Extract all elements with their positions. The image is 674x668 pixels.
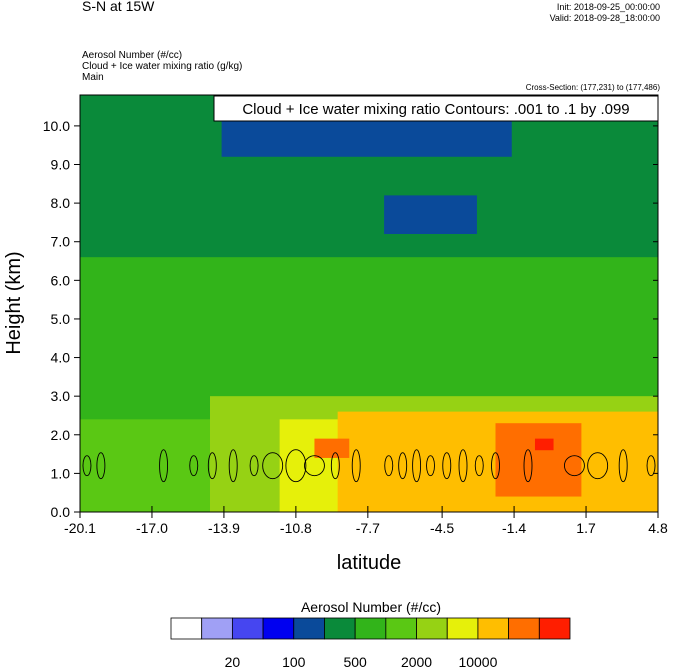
aerosol-field <box>80 95 658 512</box>
x-tick-label-5: -4.5 <box>430 520 454 536</box>
colorbar-tick-label-3: 2000 <box>401 654 432 668</box>
y-tick-label-8: 8.0 <box>51 195 71 211</box>
x-tick-label-3: -10.8 <box>280 520 312 536</box>
contour-cell-6 <box>249 455 259 477</box>
contour-cell-23 <box>618 449 628 483</box>
colorbar-tick-label-2: 500 <box>343 654 367 668</box>
field-region-8 <box>534 438 554 451</box>
x-tick-label-8: 4.8 <box>648 520 668 536</box>
contour-cell-8 <box>285 449 307 483</box>
field-region-10 <box>384 195 477 234</box>
y-tick-label-9: 9.0 <box>51 157 71 173</box>
y-tick-label-0: 0.0 <box>51 504 71 520</box>
contour-cell-24 <box>646 455 656 477</box>
contour-cell-5 <box>228 449 238 483</box>
x-tick-label-7: 1.7 <box>576 520 596 536</box>
contour-cell-0 <box>82 455 92 477</box>
contour-cell-4 <box>207 452 217 480</box>
contour-legend-label: Cloud + Ice water mixing ratio Contours:… <box>242 101 629 118</box>
contour-cell-19 <box>491 452 500 480</box>
colorbar-tick-label-1: 100 <box>282 654 306 668</box>
contour-cell-12 <box>384 455 394 477</box>
contour-cell-10 <box>330 452 340 480</box>
contour-cell-15 <box>426 455 435 477</box>
contour-cell-11 <box>351 449 361 483</box>
contour-legend-box <box>213 95 659 122</box>
y-tick-label-10: 10.0 <box>43 118 70 134</box>
colorbar-tick-label-0: 20 <box>225 654 241 668</box>
x-tick-label-4: -7.7 <box>356 520 380 536</box>
y-tick-label-3: 3.0 <box>51 388 71 404</box>
cross-section-label: Cross-Section: (177,231) to (177,486) <box>525 83 660 92</box>
colorbar-swatch-6 <box>354 617 387 640</box>
colorbar-swatch-12 <box>538 617 571 640</box>
plot-frame <box>79 94 659 513</box>
contour-cell-18 <box>474 455 484 477</box>
colorbar-title: Aerosol Number (#/cc) <box>301 599 441 615</box>
colorbar-swatch-11 <box>508 617 540 640</box>
colorbar-tick-label-4: 10000 <box>458 654 497 668</box>
x-tick-label-1: -17.0 <box>136 520 168 536</box>
y-axis: 0.0 1.0 2.0 3.0 4.0 5.0 6.0 7.0 8.0 9.0 10.0 <box>43 118 658 520</box>
contour-cell-17 <box>458 449 468 483</box>
contour-cell-14 <box>412 449 422 483</box>
contour-cell-20 <box>523 449 533 483</box>
y-tick-label-2: 2.0 <box>51 427 71 443</box>
colorbar-swatch-10 <box>477 617 510 640</box>
x-axis-label: latitude <box>337 552 402 574</box>
contour-cell-1 <box>96 452 106 480</box>
contour-cell-16 <box>442 452 452 480</box>
colorbar-swatch-9 <box>446 617 479 640</box>
contour-cell-21 <box>563 455 585 477</box>
y-tick-label-7: 7.0 <box>51 234 71 250</box>
colorbar-swatch-3 <box>262 617 295 640</box>
colorbar-ticks: 20 100 500 2000 10000 <box>225 654 498 668</box>
valid-time: Valid: 2018-09-28_18:00:00 <box>549 13 660 23</box>
contour-cell-22 <box>587 452 609 480</box>
y-tick-label-5: 5.0 <box>51 311 71 327</box>
field-line-1: Aerosol Number (#/cc) <box>82 50 183 61</box>
contour-cell-9 <box>303 455 325 477</box>
field-region-7 <box>314 438 350 458</box>
y-tick-label-6: 6.0 <box>51 272 71 288</box>
colorbar-swatch-7 <box>385 617 417 640</box>
contour-cell-3 <box>189 455 199 477</box>
contour-cell-13 <box>398 452 408 480</box>
colorbar-swatch-8 <box>416 617 448 640</box>
colorbar-swatch-1 <box>201 617 233 640</box>
plot-title: S-N at 15W <box>82 0 155 14</box>
y-tick-label-4: 4.0 <box>51 350 71 366</box>
colorbar <box>170 617 571 640</box>
field-line-3: Main <box>82 72 104 83</box>
x-axis: -20.1 -17.0 -13.9 -10.8 -7.7 -4.5 -1.4 1.7 4.8 <box>64 506 668 536</box>
colorbar-swatch-4 <box>293 617 325 640</box>
colorbar-swatch-5 <box>324 617 356 640</box>
init-time: Init: 2018-09-25_00:00:00 <box>556 2 660 12</box>
y-axis-label: Height (km) <box>3 251 25 354</box>
field-region-6 <box>495 423 582 497</box>
colorbar-swatch-2 <box>231 617 264 640</box>
field-line-2: Cloud + Ice water mixing ratio (g/kg) <box>82 61 243 72</box>
contour-cell-2 <box>159 449 169 483</box>
colorbar-swatch-0 <box>170 617 203 640</box>
y-tick-label-1: 1.0 <box>51 465 71 481</box>
x-tick-label-6: -1.4 <box>502 520 526 536</box>
x-tick-label-0: -20.1 <box>64 520 96 536</box>
x-tick-label-2: -13.9 <box>208 520 240 536</box>
contour-cell-7 <box>262 452 284 480</box>
cloud-contours <box>82 449 656 483</box>
